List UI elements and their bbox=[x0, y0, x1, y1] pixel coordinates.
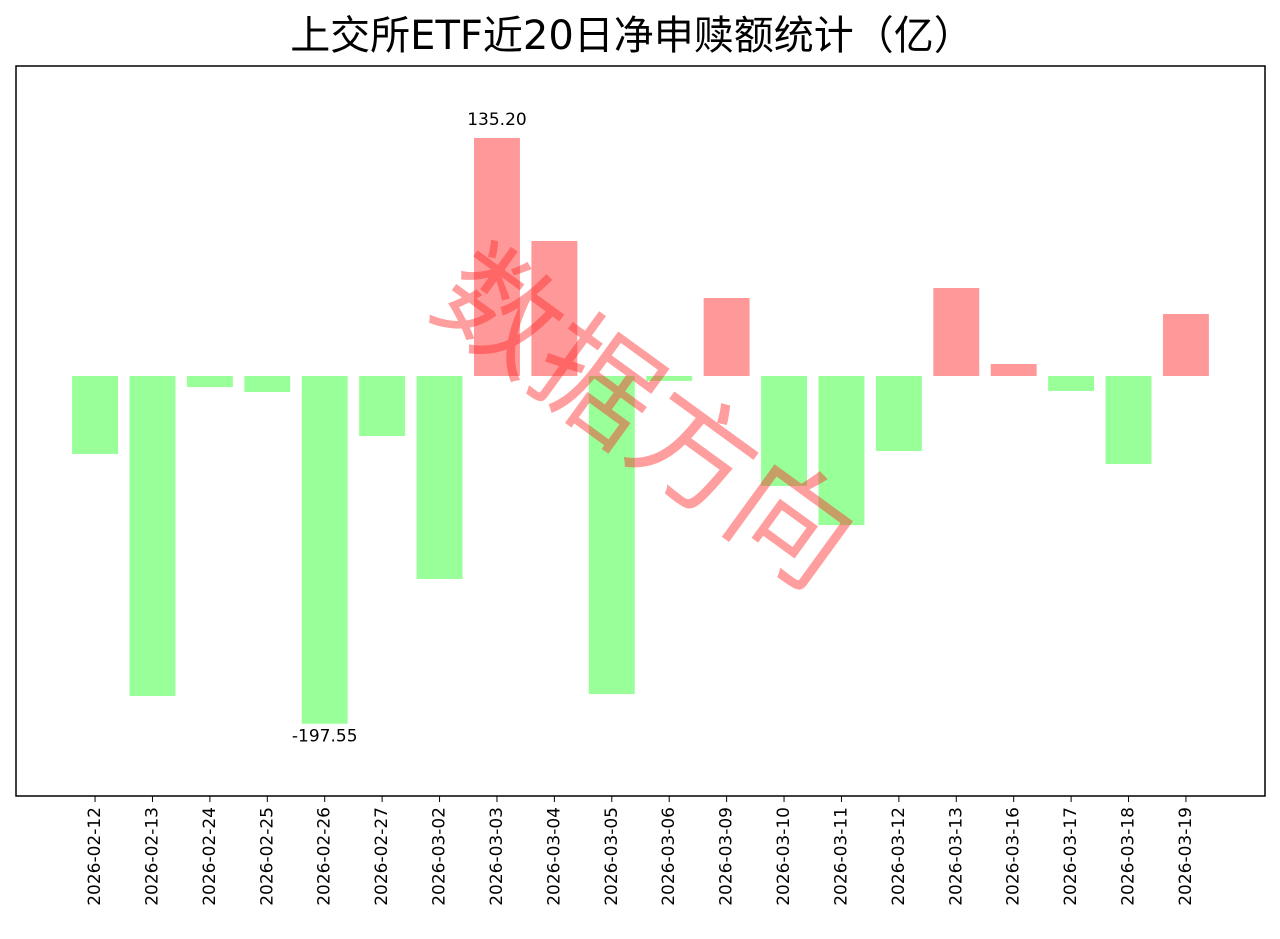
x-tick-label: 2026-03-11 bbox=[831, 807, 851, 906]
bar bbox=[703, 298, 750, 376]
bar bbox=[818, 375, 865, 526]
bar bbox=[990, 364, 1037, 376]
x-tick-label: 2026-02-24 bbox=[200, 807, 220, 906]
value-label: 135.20 bbox=[467, 110, 526, 130]
x-tick-label: 2026-02-13 bbox=[142, 807, 162, 906]
bar bbox=[359, 375, 406, 437]
bar bbox=[761, 375, 808, 487]
x-tick-label: 2026-03-02 bbox=[430, 807, 450, 906]
bar bbox=[416, 375, 463, 579]
x-tick-label: 2026-03-10 bbox=[774, 807, 794, 906]
chart-title: 上交所ETF近20日净申赎额统计（亿） bbox=[290, 13, 974, 59]
bar bbox=[1105, 375, 1152, 465]
x-tick-label: 2026-02-25 bbox=[257, 807, 277, 906]
bar bbox=[244, 375, 291, 393]
x-tick-label: 2026-03-16 bbox=[1004, 807, 1024, 906]
plot-frame bbox=[15, 65, 1266, 797]
bar bbox=[588, 375, 635, 695]
bar bbox=[186, 375, 233, 388]
value-label: -197.55 bbox=[292, 727, 358, 747]
bar bbox=[933, 287, 980, 376]
bar bbox=[72, 375, 119, 454]
bar bbox=[531, 240, 578, 376]
x-tick-label: 2026-03-04 bbox=[544, 807, 564, 906]
bar bbox=[646, 375, 693, 381]
bar bbox=[1162, 314, 1209, 376]
watermark: 数据方向 bbox=[410, 221, 880, 616]
bar bbox=[301, 375, 348, 724]
x-tick-label: 2026-02-26 bbox=[315, 807, 335, 906]
bar bbox=[473, 137, 520, 376]
x-tick-label: 2026-03-05 bbox=[602, 807, 622, 906]
bar bbox=[875, 375, 922, 451]
x-tick-label: 2026-03-09 bbox=[717, 807, 737, 906]
x-tick-label: 2026-03-12 bbox=[889, 807, 909, 906]
x-tick-label: 2026-03-18 bbox=[1119, 807, 1139, 906]
x-tick-label: 2026-03-17 bbox=[1061, 807, 1081, 906]
x-tick-label: 2026-02-12 bbox=[85, 807, 105, 906]
x-tick-label: 2026-03-03 bbox=[487, 807, 507, 906]
bar bbox=[129, 375, 176, 697]
x-tick-label: 2026-03-19 bbox=[1176, 807, 1196, 906]
x-tick-label: 2026-03-06 bbox=[659, 807, 679, 906]
x-tick-label: 2026-02-27 bbox=[372, 807, 392, 906]
bar bbox=[1048, 375, 1095, 391]
x-tick-label: 2026-03-13 bbox=[946, 807, 966, 906]
